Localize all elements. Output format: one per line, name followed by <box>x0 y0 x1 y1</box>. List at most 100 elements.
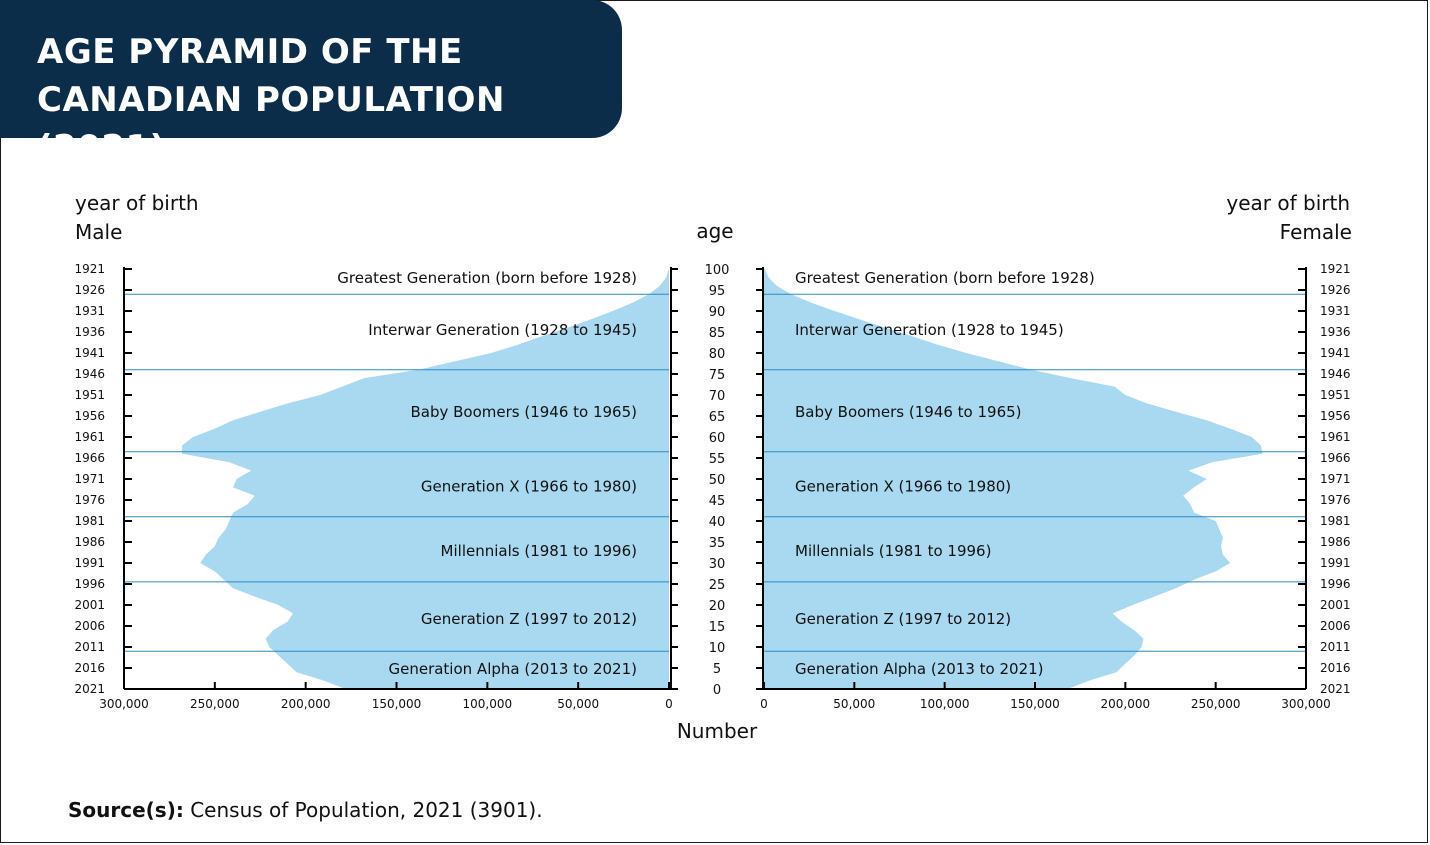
age-tick-label: 45 <box>709 494 726 509</box>
female-generation-label: Generation X (1966 to 1980) <box>795 478 1011 496</box>
male-birth-year-label: 1971 <box>74 472 105 486</box>
male-generation-label: Baby Boomers (1946 to 1965) <box>410 403 637 421</box>
female-birth-year-label: 1921 <box>1320 262 1351 276</box>
male-birth-year-label: 1976 <box>74 493 105 507</box>
male-birth-year-label: 1981 <box>74 514 105 528</box>
female-x-tick-label: 150,000 <box>1010 697 1060 711</box>
female-birth-year-label: 1926 <box>1320 283 1351 297</box>
x-axis-title: Number <box>677 719 758 743</box>
age-tick-label: 75 <box>709 368 726 383</box>
female-generation-label: Interwar Generation (1928 to 1945) <box>795 321 1064 339</box>
source-label: Source(s): <box>68 798 184 822</box>
male-birth-year-label: 1996 <box>74 577 105 591</box>
male-birth-year-label: 1931 <box>74 304 105 318</box>
male-birth-year-label: 1921 <box>74 262 105 276</box>
male-birth-year-label: 1961 <box>74 430 105 444</box>
female-birth-year-label: 1996 <box>1320 577 1351 591</box>
age-tick-label: 5 <box>713 662 721 677</box>
age-tick-label: 95 <box>709 284 726 299</box>
male-x-tick-label: 50,000 <box>557 697 599 711</box>
male-birth-year-label: 1966 <box>74 451 105 465</box>
female-birth-year-label: 1991 <box>1320 556 1351 570</box>
age-tick-label: 60 <box>709 431 726 446</box>
male-x-tick-label: 100,000 <box>462 697 512 711</box>
age-tick-label: 25 <box>709 578 726 593</box>
male-x-tick-label: 250,000 <box>190 697 240 711</box>
age-tick-label: 80 <box>709 347 726 362</box>
female-birth-year-label: 1971 <box>1320 472 1351 486</box>
female-birth-year-label: 2011 <box>1320 640 1351 654</box>
age-axis-title: age <box>696 219 733 243</box>
male-birth-year-label: 1946 <box>74 367 105 381</box>
female-x-tick-label: 200,000 <box>1100 697 1150 711</box>
female-birth-year-label: 1986 <box>1320 535 1351 549</box>
male-generation-label: Generation X (1966 to 1980) <box>421 478 637 496</box>
female-population-area <box>764 269 1263 689</box>
female-birth-year-label: 1936 <box>1320 325 1351 339</box>
female-birth-year-label: 1951 <box>1320 388 1351 402</box>
male-birth-year-label: 2011 <box>74 640 105 654</box>
male-generation-label: Generation Z (1997 to 2012) <box>421 610 637 628</box>
male-birth-year-label: 2016 <box>74 661 105 675</box>
female-birth-year-label: 2016 <box>1320 661 1351 675</box>
male-birth-year-label: 1956 <box>74 409 105 423</box>
female-birth-year-label: 2001 <box>1320 598 1351 612</box>
male-generation-label: Generation Alpha (2013 to 2021) <box>388 660 637 678</box>
male-x-tick-label: 200,000 <box>281 697 331 711</box>
male-x-tick-label: 150,000 <box>372 697 422 711</box>
male-birth-year-label: 2001 <box>74 598 105 612</box>
female-generation-label: Generation Alpha (2013 to 2021) <box>795 660 1044 678</box>
female-birth-year-label: 1961 <box>1320 430 1351 444</box>
female-generation-label: Greatest Generation (born before 1928) <box>795 269 1095 287</box>
source-note: Source(s): Census of Population, 2021 (3… <box>68 798 543 822</box>
age-tick-label: 55 <box>709 452 726 467</box>
left-header-bottom: Male <box>75 220 122 244</box>
male-x-tick-label: 300,000 <box>99 697 149 711</box>
female-birth-year-label: 1931 <box>1320 304 1351 318</box>
title-banner: AGE PYRAMID OF THE CANADIAN POPULATION (… <box>0 0 622 168</box>
age-tick-label: 100 <box>705 263 730 278</box>
age-tick-label: 90 <box>709 305 726 320</box>
age-tick-label: 40 <box>709 515 726 530</box>
female-birth-year-label: 1981 <box>1320 514 1351 528</box>
male-birth-year-label: 1926 <box>74 283 105 297</box>
age-tick-label: 50 <box>709 473 726 488</box>
male-birth-year-label: 1941 <box>74 346 105 360</box>
female-birth-year-label: 1956 <box>1320 409 1351 423</box>
age-tick-label: 15 <box>709 620 726 635</box>
female-x-tick-label: 250,000 <box>1191 697 1241 711</box>
female-birth-year-label: 1976 <box>1320 493 1351 507</box>
female-birth-year-label: 2021 <box>1320 682 1351 696</box>
right-header-bottom: Female <box>1280 220 1352 244</box>
female-x-tick-label: 300,000 <box>1281 697 1331 711</box>
male-x-tick-label: 0 <box>665 697 673 711</box>
male-generation-label: Millennials (1981 to 1996) <box>441 542 637 560</box>
female-birth-year-label: 1946 <box>1320 367 1351 381</box>
chart-title: AGE PYRAMID OF THE CANADIAN POPULATION (… <box>37 32 505 168</box>
age-tick-label: 0 <box>713 683 721 698</box>
male-generation-label: Interwar Generation (1928 to 1945) <box>368 321 637 339</box>
male-birth-year-label: 1951 <box>74 388 105 402</box>
male-birth-year-label: 1986 <box>74 535 105 549</box>
age-tick-label: 65 <box>709 410 726 425</box>
male-generation-label: Greatest Generation (born before 1928) <box>337 269 637 287</box>
age-tick-label: 85 <box>709 326 726 341</box>
female-birth-year-label: 1941 <box>1320 346 1351 360</box>
male-birth-year-label: 1936 <box>74 325 105 339</box>
age-tick-label: 30 <box>709 557 726 572</box>
female-birth-year-label: 2006 <box>1320 619 1351 633</box>
left-header-top: year of birth <box>75 191 199 215</box>
female-generation-label: Generation Z (1997 to 2012) <box>795 610 1011 628</box>
female-x-tick-label: 100,000 <box>920 697 970 711</box>
female-birth-year-label: 1966 <box>1320 451 1351 465</box>
right-header-top: year of birth <box>1226 191 1350 215</box>
male-birth-year-label: 2006 <box>74 619 105 633</box>
female-x-tick-label: 0 <box>760 697 768 711</box>
source-text: Census of Population, 2021 (3901). <box>190 798 543 822</box>
age-tick-label: 70 <box>709 389 726 404</box>
age-tick-label: 35 <box>709 536 726 551</box>
male-birth-year-label: 1991 <box>74 556 105 570</box>
age-tick-label: 20 <box>709 599 726 614</box>
male-population-area <box>182 269 669 689</box>
